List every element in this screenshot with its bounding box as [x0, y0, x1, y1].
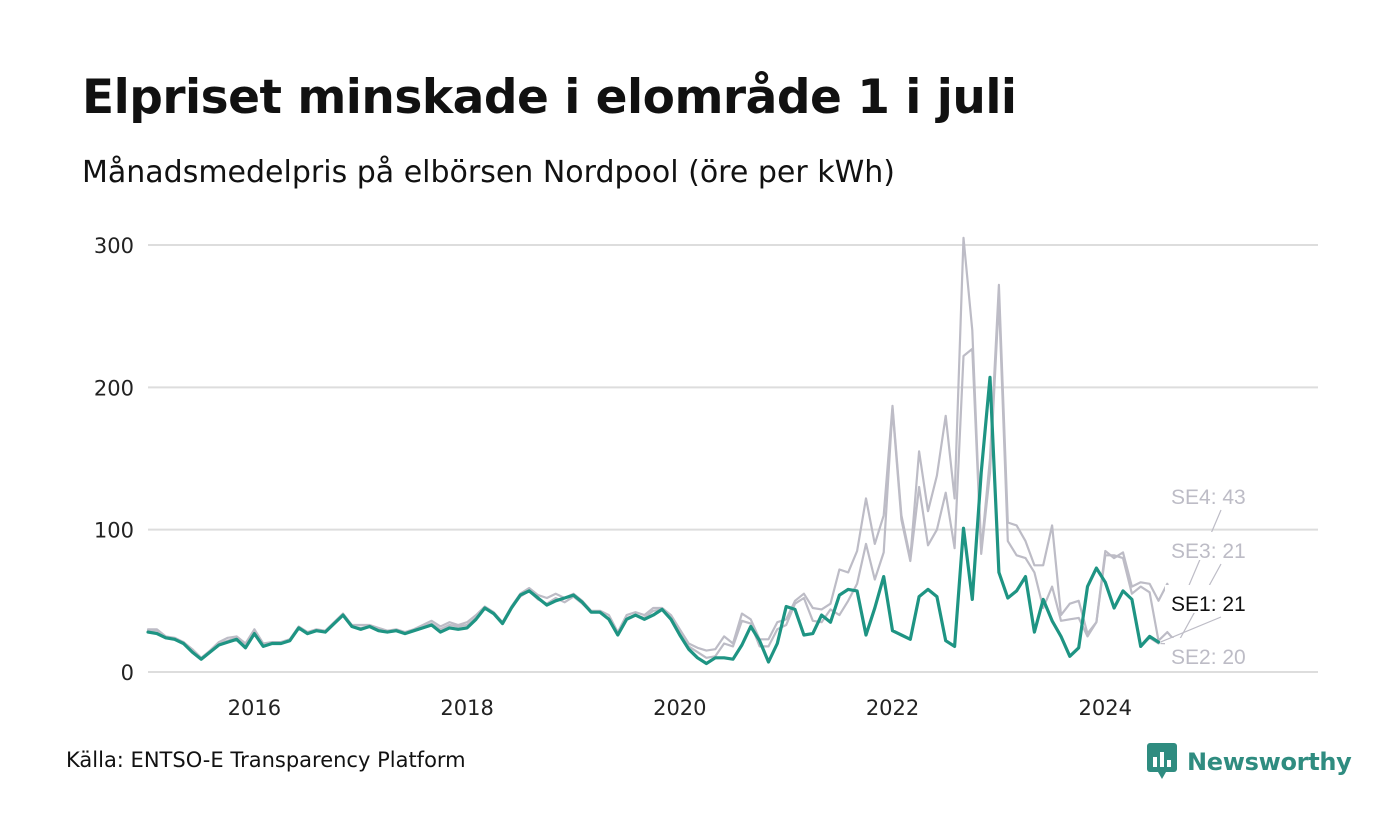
x-tick-label: 2018	[440, 696, 493, 720]
end-label-bg-se3	[1165, 532, 1261, 560]
y-tick-label: 0	[121, 661, 134, 685]
newsworthy-logo-text: Newsworthy	[1187, 748, 1352, 776]
series-line-se1	[146, 375, 1161, 666]
y-axis-ticks: 0 100 200 300	[94, 234, 134, 685]
end-label-se3: SE3: 21	[1171, 540, 1246, 563]
end-label-bg-se1	[1165, 585, 1261, 613]
x-tick-label: 2024	[1079, 696, 1132, 720]
x-tick-label: 2022	[866, 696, 919, 720]
newsworthy-logo[interactable]: Newsworthy	[1147, 742, 1352, 782]
newsworthy-logo-icon	[1147, 743, 1177, 779]
y-tick-label: 200	[94, 376, 134, 400]
x-axis-ticks: 2016 2018 2020 2022 2024	[228, 696, 1132, 720]
series-line-se4	[146, 236, 1178, 659]
series-line-se3	[146, 298, 1178, 661]
end-label-se4: SE4: 43	[1171, 486, 1246, 509]
end-label-bg-se2	[1165, 638, 1261, 666]
end-label-bg-se4	[1165, 478, 1261, 506]
end-label-leader-se1	[1160, 616, 1222, 643]
series-lines	[146, 236, 1178, 666]
source-note: Källa: ENTSO-E Transparency Platform	[66, 748, 466, 772]
end-labels: SE4: 43 SE3: 21 SE2: 20 SE1: 21	[1160, 478, 1261, 669]
chart-title: Elpriset minskade i elområde 1 i juli	[82, 70, 1017, 125]
end-label-se2: SE2: 20	[1171, 646, 1246, 669]
grid-lines	[148, 244, 1318, 673]
y-tick-label: 100	[94, 519, 134, 543]
y-tick-label: 300	[94, 234, 134, 258]
x-tick-label: 2020	[653, 696, 706, 720]
end-label-se1: SE1: 21	[1171, 593, 1246, 616]
chart-subtitle: Månadsmedelpris på elbörsen Nordpool (ör…	[82, 155, 895, 190]
x-tick-label: 2016	[228, 696, 281, 720]
